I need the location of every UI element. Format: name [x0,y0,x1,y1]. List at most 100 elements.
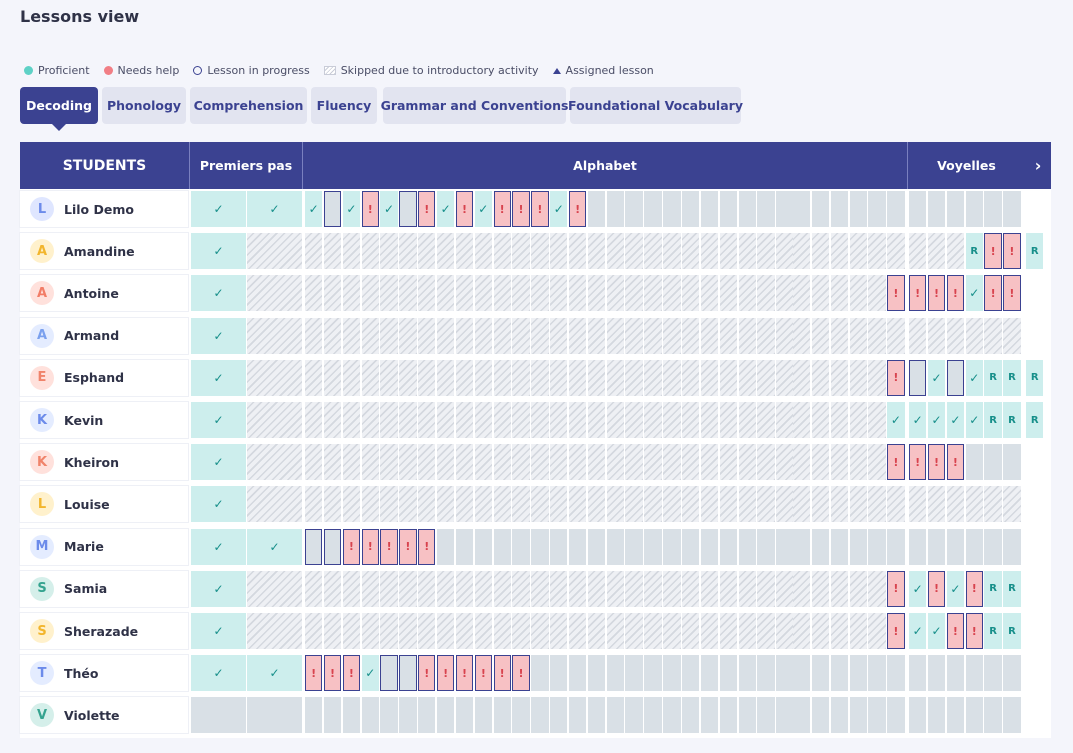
lesson-cell-needs-help[interactable]: ! [1003,233,1021,270]
lesson-cell-assigned[interactable]: R [1003,402,1021,438]
lesson-cell-proficient[interactable]: ✓ [909,402,927,438]
student-name-cell[interactable]: S Sherazade [20,613,188,649]
student-name-cell[interactable]: L Lilo Demo [20,191,188,227]
lesson-cell-needs-help[interactable]: ! [342,655,361,692]
lesson-cell-needs-help[interactable]: ! [361,191,379,227]
lesson-cell-proficient[interactable]: ✓ [191,655,246,692]
student-name-cell[interactable]: K Kevin [20,402,188,438]
lesson-cell-needs-help[interactable]: ! [984,275,1002,312]
lesson-cell-proficient[interactable]: ✓ [946,402,965,438]
student-name-cell[interactable]: A Amandine [20,233,188,270]
lesson-cell-needs-help[interactable]: ! [946,613,965,649]
lesson-cell-needs-help[interactable]: ! [305,655,323,692]
lesson-cell-proficient[interactable]: ✓ [191,317,246,354]
lesson-cell-proficient[interactable]: ✓ [191,402,246,438]
lesson-cell-proficient[interactable]: ✓ [191,233,246,270]
lesson-cell-needs-help[interactable]: ! [927,570,946,607]
lesson-cell-assigned[interactable]: R [1026,402,1044,438]
lesson-cell-needs-help[interactable]: ! [965,613,983,649]
lesson-cell-assigned[interactable]: R [965,233,983,270]
lesson-cell-needs-help[interactable]: ! [512,191,530,227]
lesson-cell-in-progress[interactable] [946,359,965,396]
lesson-cell-needs-help[interactable]: ! [418,191,436,227]
student-name-cell[interactable]: L Louise [20,486,188,523]
lesson-cell-needs-help[interactable]: ! [887,570,905,607]
lesson-cell-in-progress[interactable] [909,359,927,396]
lesson-cell-assigned[interactable]: R [1026,359,1044,396]
lesson-cell-needs-help[interactable]: ! [361,528,379,565]
tab-fluency[interactable]: Fluency [311,87,377,124]
tab-decoding[interactable]: Decoding [20,87,98,131]
lesson-cell-in-progress[interactable] [305,528,323,565]
lesson-cell-needs-help[interactable]: ! [927,444,946,481]
student-name-cell[interactable]: A Antoine [20,275,188,312]
lesson-cell-assigned[interactable]: R [984,359,1002,396]
lesson-cell-needs-help[interactable]: ! [887,275,905,312]
lesson-cell-proficient[interactable]: ✓ [909,613,927,649]
lesson-cell-needs-help[interactable]: ! [946,275,965,312]
student-name-cell[interactable]: E Esphand [20,359,188,396]
lesson-cell-needs-help[interactable]: ! [965,570,983,607]
lesson-cell-in-progress[interactable] [380,655,398,692]
lesson-cell-needs-help[interactable]: ! [568,191,587,227]
lesson-cell-needs-help[interactable]: ! [1003,275,1021,312]
lesson-cell-needs-help[interactable]: ! [418,528,436,565]
lesson-cell-proficient[interactable]: ✓ [342,191,361,227]
lesson-cell-assigned[interactable]: R [1003,570,1021,607]
lesson-cell-proficient[interactable]: ✓ [436,191,455,227]
lesson-cell-proficient[interactable]: ✓ [965,402,983,438]
lesson-cell-assigned[interactable]: R [984,613,1002,649]
student-name-cell[interactable]: S Samia [20,570,188,607]
lesson-cell-proficient[interactable]: ✓ [247,528,302,565]
lesson-cell-proficient[interactable]: ✓ [965,359,983,396]
lesson-cell-proficient[interactable]: ✓ [361,655,379,692]
student-name-cell[interactable]: V Violette [20,697,188,734]
lesson-cell-needs-help[interactable]: ! [493,191,511,227]
lesson-cell-proficient[interactable]: ✓ [887,402,905,438]
lesson-cell-proficient[interactable]: ✓ [946,570,965,607]
lesson-cell-proficient[interactable]: ✓ [191,191,246,227]
lesson-cell-proficient[interactable]: ✓ [380,191,398,227]
lesson-cell-proficient[interactable]: ✓ [191,613,246,649]
lesson-cell-proficient[interactable]: ✓ [191,444,246,481]
lesson-cell-proficient[interactable]: ✓ [965,275,983,312]
lesson-cell-proficient[interactable]: ✓ [550,191,568,227]
lesson-cell-assigned[interactable]: R [984,570,1002,607]
lesson-cell-needs-help[interactable]: ! [474,655,493,692]
lesson-cell-needs-help[interactable]: ! [887,359,905,396]
lesson-cell-needs-help[interactable]: ! [323,655,342,692]
lesson-cell-needs-help[interactable]: ! [531,191,549,227]
lesson-cell-assigned[interactable]: R [984,402,1002,438]
lesson-cell-proficient[interactable]: ✓ [191,359,246,396]
lesson-cell-proficient[interactable]: ✓ [247,191,302,227]
lesson-cell-proficient[interactable]: ✓ [191,528,246,565]
lesson-cell-needs-help[interactable]: ! [512,655,530,692]
tab-phonology[interactable]: Phonology [102,87,186,124]
lesson-cell-needs-help[interactable]: ! [418,655,436,692]
lesson-cell-needs-help[interactable]: ! [946,444,965,481]
student-name-cell[interactable]: M Marie [20,528,188,565]
student-name-cell[interactable]: T Théo [20,655,188,692]
lesson-cell-needs-help[interactable]: ! [342,528,361,565]
lesson-cell-needs-help[interactable]: ! [984,233,1002,270]
lesson-cell-proficient[interactable]: ✓ [191,275,246,312]
student-name-cell[interactable]: K Kheiron [20,444,188,481]
lesson-cell-proficient[interactable]: ✓ [927,613,946,649]
lesson-cell-proficient[interactable]: ✓ [909,570,927,607]
lesson-cell-needs-help[interactable]: ! [909,444,927,481]
lesson-cell-assigned[interactable]: R [1003,359,1021,396]
lesson-cell-proficient[interactable]: ✓ [927,359,946,396]
lesson-cell-in-progress[interactable] [399,655,417,692]
lesson-cell-needs-help[interactable]: ! [436,655,455,692]
lesson-cell-needs-help[interactable]: ! [380,528,398,565]
lesson-cell-assigned[interactable]: R [1003,613,1021,649]
tab-foundational-vocabulary[interactable]: Foundational Vocabulary [568,87,743,124]
student-name-cell[interactable]: A Armand [20,317,188,354]
lesson-cell-proficient[interactable]: ✓ [247,655,302,692]
lesson-cell-needs-help[interactable]: ! [399,528,417,565]
lesson-cell-proficient[interactable]: ✓ [305,191,323,227]
lesson-cell-needs-help[interactable]: ! [909,275,927,312]
lesson-cell-needs-help[interactable]: ! [887,444,905,481]
lesson-cell-in-progress[interactable] [323,191,342,227]
lesson-cell-in-progress[interactable] [323,528,342,565]
